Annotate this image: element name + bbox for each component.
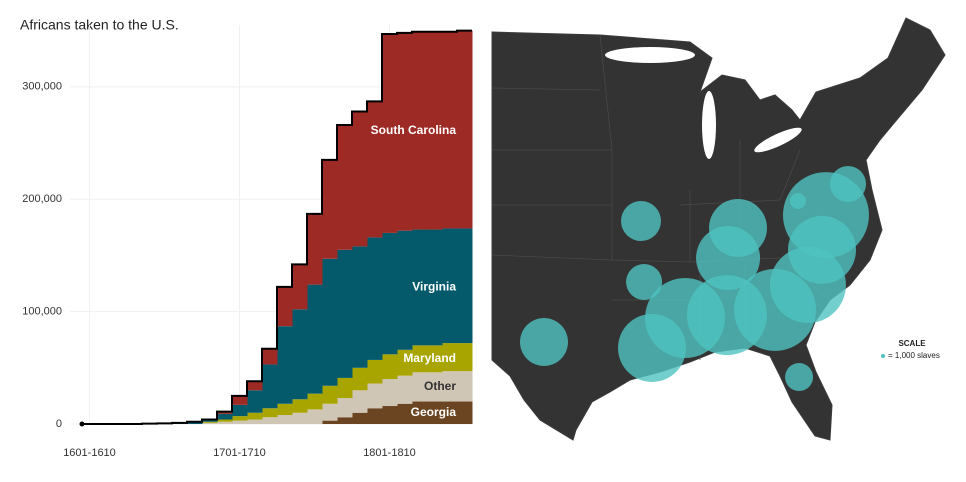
chart-title: Africans taken to the U.S. [20,17,179,33]
area-step [337,378,353,398]
area-step [367,101,383,237]
start-dot [80,422,85,427]
area-step [322,421,338,424]
area-step [352,112,368,247]
area-step [382,406,398,424]
lake [702,91,716,159]
y-tick-label: 0 [56,418,62,430]
area-step [397,231,413,350]
area-step [382,354,398,379]
area-step [217,422,233,424]
bubble [790,193,806,209]
area-step [352,368,368,390]
area-step [232,421,248,424]
area-step [247,413,263,420]
bubble [621,201,661,241]
area-step [307,394,323,410]
area-step [352,413,368,424]
area-step [277,326,293,404]
area-step [217,414,233,420]
area-step [457,31,473,229]
y-tick-label: 100,000 [22,306,62,318]
bubble [696,226,760,290]
area-step [457,343,473,371]
area-step [322,160,338,259]
area-step [292,413,308,424]
area-step [292,264,308,309]
area-step [322,404,338,421]
series-label: Georgia [411,405,457,419]
area-step [367,360,383,384]
area-step [337,250,353,378]
scale-label: = 1,000 slaves [888,351,940,360]
scale-dot [881,354,885,358]
area-step [277,404,293,415]
area-step [322,259,338,386]
series-label: Maryland [403,351,456,365]
area-step [397,376,413,404]
area-step [262,417,278,424]
y-tick-label: 300,000 [22,81,62,93]
series-label: South Carolina [371,123,457,137]
area-step [292,309,308,399]
area-step [277,415,293,424]
bubble [520,318,568,366]
area-step [367,408,383,424]
area-step [247,381,263,390]
scale-title: SCALE [898,339,926,348]
area-step [337,398,353,417]
bubble [618,314,686,382]
area-step [367,384,383,409]
area-step [457,371,473,401]
bubble [785,363,813,391]
area-step [322,386,338,404]
area-step [232,405,248,416]
x-tick-label: 1701-1710 [213,447,266,459]
area-step [367,237,383,360]
lake [605,47,695,63]
area-step [307,285,323,394]
bubble [830,166,866,202]
area-step [232,396,248,405]
area-step [307,214,323,285]
area-step [457,228,473,343]
area-step [352,246,368,367]
area-step [262,349,278,365]
area-step [262,408,278,417]
area-step [337,417,353,424]
x-tick-label: 1801-1810 [363,447,416,459]
area-step [457,402,473,424]
series-label: Virginia [412,280,456,294]
x-tick-label: 1601-1610 [63,447,116,459]
area-step [232,416,248,420]
area-step [202,422,218,423]
area-step [247,390,263,412]
area-step [382,379,398,406]
series-label: Other [424,379,456,393]
area-step [217,420,233,422]
area-step [337,125,353,250]
area-step [292,399,308,412]
area-step [307,409,323,424]
area-step [202,423,218,424]
bubble [626,264,662,300]
y-tick-label: 200,000 [22,193,62,205]
area-step [277,287,293,326]
area-step [352,390,368,412]
area-step [382,233,398,354]
area-step [262,364,278,408]
area-step [247,420,263,424]
